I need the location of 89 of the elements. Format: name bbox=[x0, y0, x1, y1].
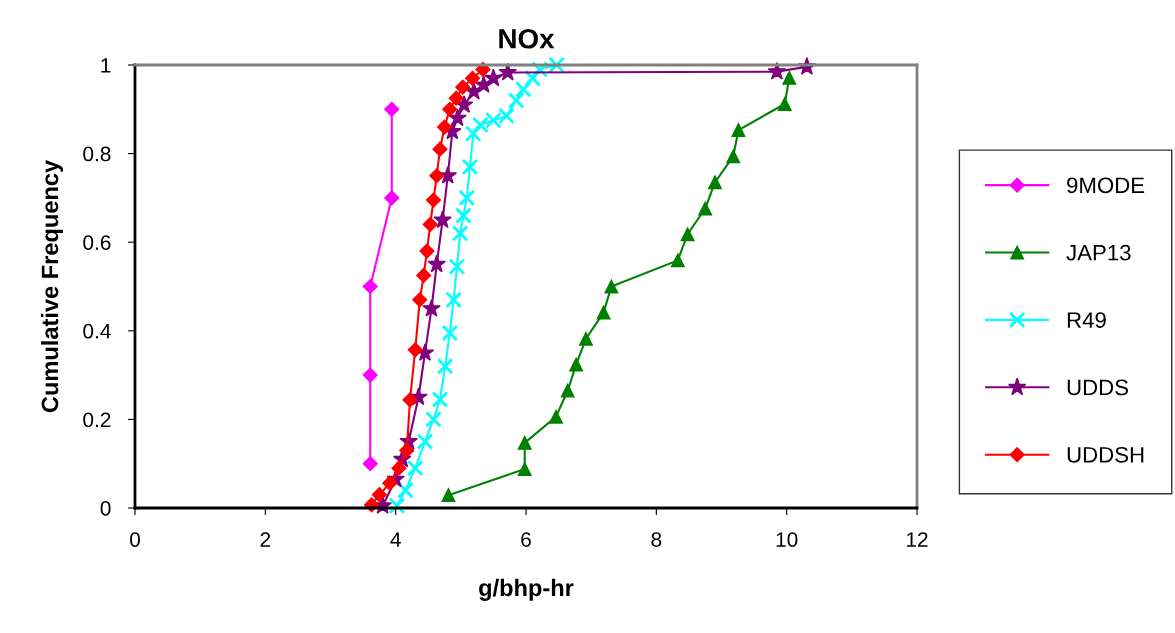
x-tick-label: 8 bbox=[651, 532, 662, 547]
point bbox=[384, 190, 400, 206]
point bbox=[422, 298, 441, 317]
x-tick-label: 4 bbox=[390, 532, 401, 547]
y-tick-label: 0.2 bbox=[83, 412, 111, 428]
point bbox=[507, 92, 525, 109]
y-tick-label: 0.8 bbox=[83, 146, 111, 162]
x-tick-label: 0 bbox=[130, 532, 140, 547]
point bbox=[484, 68, 503, 87]
x-tick-label: 6 bbox=[521, 532, 531, 547]
point bbox=[548, 56, 565, 74]
point bbox=[416, 267, 432, 283]
y-tick-label: 0 bbox=[100, 501, 111, 516]
point bbox=[455, 207, 472, 224]
point bbox=[451, 225, 469, 242]
point bbox=[362, 367, 378, 383]
point bbox=[407, 342, 423, 358]
legend-label: UDDSH bbox=[1067, 446, 1144, 463]
point bbox=[391, 460, 407, 476]
point bbox=[399, 442, 415, 458]
point bbox=[531, 61, 549, 78]
legend-label: JAP13 bbox=[1066, 244, 1131, 261]
point bbox=[782, 70, 797, 85]
point bbox=[362, 456, 378, 472]
point bbox=[427, 254, 447, 273]
point bbox=[464, 70, 481, 86]
point bbox=[579, 331, 593, 346]
point bbox=[777, 97, 792, 111]
point bbox=[549, 409, 563, 424]
point bbox=[698, 201, 713, 216]
y-tick-label: 0.6 bbox=[83, 235, 111, 250]
point bbox=[441, 488, 456, 503]
point bbox=[517, 435, 532, 450]
point bbox=[767, 61, 787, 80]
point bbox=[388, 497, 406, 515]
point bbox=[517, 462, 532, 476]
point bbox=[425, 411, 442, 428]
point bbox=[438, 166, 458, 184]
point bbox=[406, 459, 424, 477]
y-tick-label: 0.4 bbox=[83, 323, 111, 339]
point bbox=[397, 481, 414, 499]
point bbox=[461, 158, 479, 176]
point bbox=[431, 391, 449, 408]
point bbox=[448, 108, 467, 127]
point bbox=[442, 101, 458, 117]
point bbox=[569, 357, 584, 372]
point bbox=[560, 383, 575, 398]
point bbox=[680, 227, 695, 242]
x-axis-title: g/bhp-hr bbox=[479, 578, 574, 601]
point bbox=[515, 81, 532, 98]
point bbox=[731, 123, 746, 138]
legend-label: R49 bbox=[1067, 312, 1106, 328]
point bbox=[362, 278, 378, 295]
point bbox=[382, 475, 398, 491]
point bbox=[604, 279, 619, 294]
y-axis-title: Cumulative Frequency bbox=[40, 160, 63, 413]
point bbox=[596, 305, 611, 320]
point bbox=[726, 149, 741, 164]
point bbox=[464, 125, 482, 142]
y-tick-label: 1 bbox=[101, 58, 111, 73]
point bbox=[448, 90, 464, 106]
point bbox=[441, 324, 459, 342]
point bbox=[384, 101, 400, 117]
point bbox=[445, 291, 462, 309]
legend-label: 9MODE bbox=[1067, 177, 1145, 194]
point bbox=[436, 357, 454, 375]
point bbox=[433, 210, 452, 229]
point bbox=[416, 433, 434, 450]
point bbox=[422, 216, 438, 233]
point bbox=[432, 141, 448, 157]
point bbox=[425, 192, 442, 208]
point bbox=[402, 392, 418, 408]
x-tick-label: 12 bbox=[907, 532, 928, 547]
point bbox=[670, 253, 685, 268]
point bbox=[371, 487, 387, 503]
chart-title: NOx bbox=[499, 28, 555, 49]
point bbox=[498, 62, 518, 81]
point bbox=[412, 292, 428, 308]
point bbox=[708, 175, 722, 190]
point bbox=[455, 79, 471, 95]
point bbox=[429, 168, 445, 184]
point bbox=[475, 61, 491, 77]
legend-label: UDDS bbox=[1067, 379, 1128, 396]
x-tick-label: 2 bbox=[260, 532, 271, 547]
point bbox=[458, 189, 476, 207]
point bbox=[436, 119, 453, 135]
point bbox=[448, 258, 466, 275]
x-tick-label: 10 bbox=[776, 532, 798, 547]
point bbox=[419, 243, 435, 259]
